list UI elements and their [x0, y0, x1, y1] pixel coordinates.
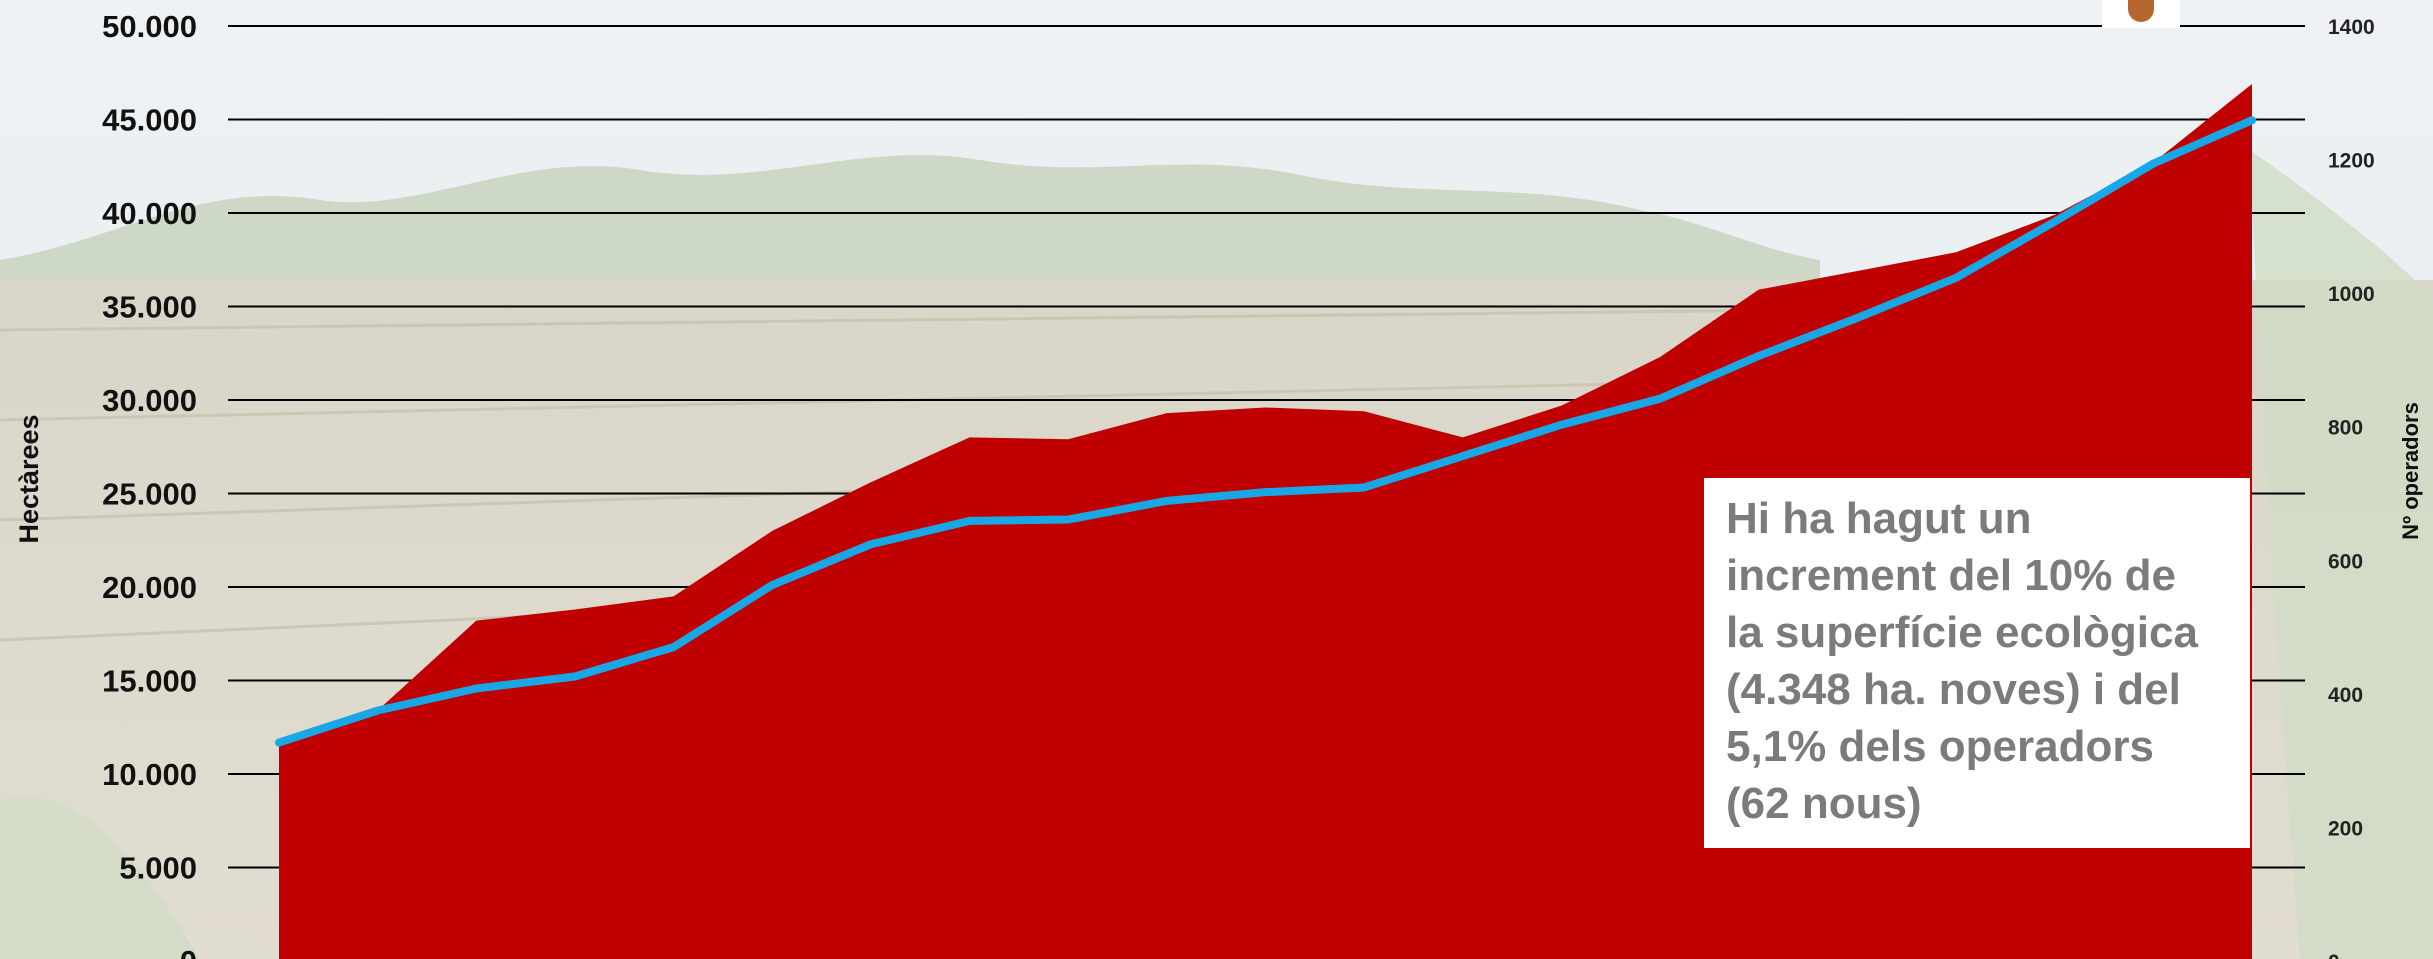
y2-axis-title: Nº operadors [2398, 402, 2423, 540]
y-tick-label: 50.000 [102, 9, 197, 44]
line-point [1856, 316, 1859, 319]
line-point [1659, 397, 1662, 400]
line-point [771, 583, 774, 586]
y-tick-label: 35.000 [102, 290, 197, 325]
line-point [475, 687, 478, 690]
y-axis-title: Hectàrees [14, 414, 44, 543]
y2-tick-label: 1400 [2328, 16, 2375, 39]
y-tick-label: 15.000 [102, 664, 197, 699]
right-axis-ticks: 0 200 400 600 800 1000 1200 1400 [2328, 16, 2375, 959]
y2-tick-label: 800 [2328, 417, 2363, 440]
line-point [1955, 276, 1958, 279]
y-tick-label: 40.000 [102, 196, 197, 231]
line-point [2053, 220, 2056, 223]
y-tick-label: 30.000 [102, 383, 197, 418]
line-point [2251, 119, 2253, 122]
y-tick-label: 5.000 [119, 851, 197, 886]
line-point [1363, 486, 1366, 489]
y-tick-label: 10.000 [102, 757, 197, 792]
line-series [275, 116, 2256, 747]
line-point [573, 675, 576, 678]
line-point [2152, 162, 2155, 165]
callout-box: Hi ha hagut un increment del 10% de la s… [1704, 478, 2250, 848]
y-tick-label: 20.000 [102, 570, 197, 605]
line-point [376, 709, 379, 712]
line-point [1560, 423, 1563, 426]
line-point [1461, 455, 1464, 458]
pot-logo-icon [2102, 0, 2180, 28]
callout-text: Hi ha hagut un increment del 10% de la s… [1726, 494, 2198, 828]
line-point [1067, 518, 1070, 521]
y2-tick-label: 1000 [2328, 283, 2375, 306]
line-point [968, 519, 971, 522]
line-point [672, 646, 675, 649]
line-point [1165, 499, 1168, 502]
line-point [1264, 491, 1267, 494]
y2-tick-label: 200 [2328, 817, 2363, 840]
y-tick-label: 0 [180, 944, 197, 959]
line-point [1757, 354, 1760, 357]
y2-tick-label: 1200 [2328, 150, 2375, 173]
y2-tick-label: 0 [2328, 951, 2340, 959]
y-tick-label: 45.000 [102, 103, 197, 138]
left-axis-ticks: 0 5.000 10.000 15.000 20.000 25.000 30.000 35.0… [102, 9, 197, 959]
y2-tick-label: 600 [2328, 550, 2363, 573]
y-tick-label: 25.000 [102, 477, 197, 512]
line-point [869, 543, 872, 546]
y2-tick-label: 400 [2328, 684, 2363, 707]
line-point [278, 741, 280, 744]
